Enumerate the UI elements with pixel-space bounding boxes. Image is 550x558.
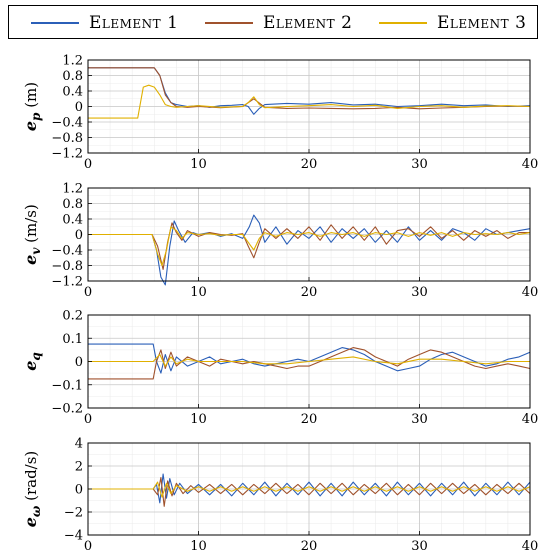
y-tick-label: −0.2	[51, 402, 83, 417]
x-tick-label: 0	[84, 412, 92, 427]
y-tick-label: 0	[75, 100, 83, 115]
y-tick-label: 0.4	[62, 213, 83, 228]
y-tick-label: 2	[75, 460, 83, 475]
series-line-2	[88, 222, 530, 270]
y-tick-label: 0.8	[62, 69, 83, 84]
y-tick-label: 0.1	[62, 332, 83, 347]
series-line-3	[88, 84, 531, 119]
series-line-1	[88, 67, 531, 115]
x-tick-label: 10	[190, 285, 207, 300]
chart-panel-4: 0 10 20 30 40 −4 −2 0 2 4 eω (rad/s)	[21, 437, 538, 555]
series-line-2	[88, 67, 531, 110]
x-tick-label: 20	[301, 285, 318, 300]
x-tick-label: 0	[84, 285, 92, 300]
y-axis-label: eω (rad/s)	[21, 451, 43, 528]
legend-item-element-2: Element 2	[205, 6, 352, 40]
y-tick-label: −1.2	[51, 275, 83, 290]
x-tick-label: 40	[522, 412, 539, 427]
chart-panel-2: 0 10 20 30 40−1.2−0.8−0.400.40.81.2ev (m/s)	[21, 182, 538, 301]
y-tick-label: −2	[64, 506, 83, 521]
legend-item-element-1: Element 1	[31, 6, 178, 40]
series-line-3	[88, 353, 530, 367]
y-axis-label: ev (m/s)	[21, 204, 43, 265]
legend-swatch-element-1	[31, 22, 79, 24]
x-tick-label: 30	[411, 285, 428, 300]
y-axis-label-subscript: ω	[29, 505, 43, 517]
chart-panel-1: 0 10 20 30 40−1.2−0.8−0.400.40.81.2ep (m)	[21, 54, 538, 173]
y-tick-label: 4	[75, 437, 83, 452]
y-tick-label: 0.4	[62, 85, 83, 100]
y-tick-label: −0.1	[51, 378, 83, 393]
x-tick-label: 10	[190, 412, 207, 427]
y-tick-label: −0.8	[51, 131, 83, 146]
y-axis-label: eq	[21, 352, 43, 371]
y-axis-label-symbol: e	[21, 517, 40, 527]
legend-swatch-element-3	[379, 22, 427, 24]
x-tick-label: 40	[522, 539, 539, 554]
y-tick-label: 1.2	[62, 54, 83, 69]
x-tick-label: 40	[522, 157, 539, 172]
y-axis-label-subscript: v	[29, 247, 43, 255]
series-line-3	[88, 226, 531, 267]
x-tick-label: 30	[411, 157, 428, 172]
y-axis-label-symbol: e	[21, 361, 40, 371]
y-tick-label: −4	[64, 529, 83, 544]
y-tick-label: −0.8	[51, 259, 83, 274]
y-axis-label-unit: (rad/s)	[22, 451, 40, 506]
y-axis-label-subscript: q	[29, 352, 43, 360]
y-axis-label-unit: (m/s)	[22, 204, 40, 247]
chart-panel-3: 0 10 20 30 40 −0.2 −0.1 0 0.1 0.2 eq	[21, 309, 538, 428]
y-tick-label: −1.2	[51, 147, 83, 162]
y-tick-label: 0.2	[62, 309, 83, 324]
y-tick-label: 0	[75, 355, 83, 370]
y-tick-label: −0.4	[51, 116, 83, 131]
y-axis-label-unit: (m)	[22, 82, 40, 113]
x-tick-label: 0	[84, 157, 92, 172]
series-line-1	[88, 214, 531, 286]
legend-label-element-3: Element 3	[437, 13, 527, 33]
x-tick-label: 10	[190, 157, 207, 172]
y-axis-label-subscript: p	[29, 112, 43, 121]
y-axis-label: ep (m)	[21, 82, 43, 131]
y-tick-label: 0	[75, 483, 83, 498]
legend-swatch-element-2	[205, 22, 253, 24]
x-tick-label: 30	[411, 539, 428, 554]
legend-label-element-2: Element 2	[263, 13, 353, 33]
y-tick-label: 0.8	[62, 197, 83, 212]
y-axis-label-symbol: e	[21, 121, 40, 131]
x-tick-label: 20	[301, 412, 318, 427]
x-tick-label: 0	[84, 539, 92, 554]
legend: Element 1 Element 2 Element 3	[8, 5, 538, 39]
y-tick-label: −0.4	[51, 244, 83, 259]
x-tick-label: 40	[522, 285, 539, 300]
legend-label-element-1: Element 1	[89, 13, 179, 33]
series-line-1	[88, 473, 531, 504]
x-tick-label: 30	[411, 412, 428, 427]
x-tick-label: 20	[301, 157, 318, 172]
legend-item-element-3: Element 3	[379, 6, 526, 40]
series-line-1	[88, 343, 531, 374]
x-tick-label: 10	[190, 539, 207, 554]
x-tick-label: 20	[301, 539, 318, 554]
y-tick-label: 0	[75, 228, 83, 243]
y-axis-label-symbol: e	[21, 255, 40, 265]
series-line-2	[88, 347, 531, 380]
y-tick-label: 1.2	[62, 182, 83, 197]
series-line-3	[88, 481, 531, 498]
